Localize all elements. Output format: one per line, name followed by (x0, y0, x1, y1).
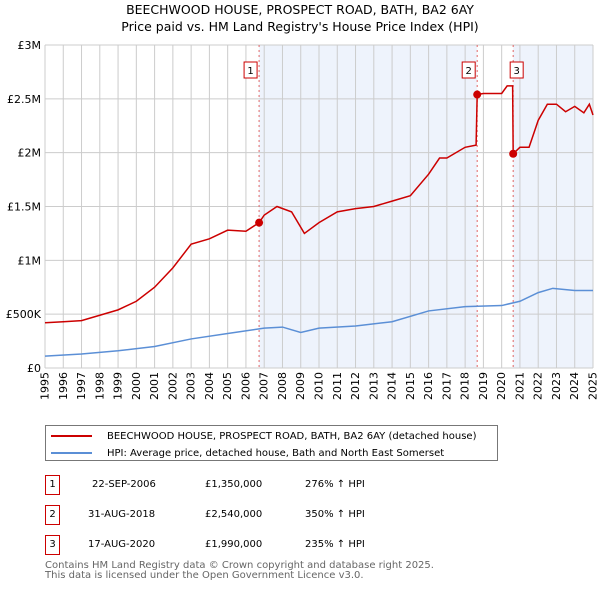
sale-date: 22-SEP-2006 (92, 479, 156, 490)
x-tick-label: 2025 (587, 372, 600, 400)
x-tick-label: 2001 (148, 372, 161, 400)
x-tick-label: 2017 (440, 372, 453, 400)
footer-licence: This data is licensed under the Open Gov… (45, 570, 364, 581)
sale-price: £1,990,000 (205, 539, 263, 550)
sale-marker-badge: 2 (45, 505, 60, 525)
property-price-line (44, 85, 594, 324)
sale-label-box (461, 61, 476, 79)
x-tick-label: 1995 (39, 372, 52, 400)
x-tick-label: 2000 (130, 372, 143, 400)
x-tick-label: 2007 (258, 372, 271, 400)
x-tick-label: 2016 (422, 372, 435, 400)
sale-label: 3 (513, 66, 519, 77)
x-tick-label: 1997 (75, 372, 88, 400)
x-tick-label: 2015 (404, 372, 417, 400)
x-tick-label: 2022 (532, 372, 545, 400)
y-tick-label: £0 (27, 362, 41, 375)
x-tick-label: 2024 (568, 372, 581, 400)
legend-swatch-property (51, 435, 92, 437)
legend-swatch-hpi (51, 452, 92, 454)
x-tick-label: 2008 (276, 372, 289, 400)
footer-copyright: Contains HM Land Registry data © Crown c… (45, 560, 434, 571)
x-tick-label: 2010 (313, 372, 326, 400)
x-tick-label: 2013 (367, 372, 380, 400)
x-tick-label: 1999 (112, 372, 125, 400)
y-tick-label: £2.5M (7, 93, 41, 106)
legend-label-hpi: HPI: Average price, detached house, Bath… (107, 447, 445, 459)
sale-label-box (509, 61, 524, 79)
x-tick-label: 2002 (166, 372, 179, 400)
x-tick-label: 1998 (93, 372, 106, 400)
x-tick-label: 2014 (386, 372, 399, 400)
x-tick-label: 2018 (459, 372, 472, 400)
sale-date: 17-AUG-2020 (88, 539, 156, 550)
x-tick-label: 2009 (294, 372, 307, 400)
y-tick-label: £500K (6, 308, 42, 321)
sale-label: 1 (247, 66, 253, 77)
sale-marker-badge: 1 (45, 475, 60, 495)
hpi-line (44, 287, 593, 357)
table-row: 2 31-AUG-2018 £2,540,000 350% ↑ HPI (45, 505, 545, 525)
y-tick-label: £2M (18, 147, 42, 160)
price-chart: 1995 1996 1997 1998 1999 2000 2001 2002 2003 2004… (6, 39, 600, 400)
sale-point (509, 149, 518, 158)
sale-price: £1,350,000 (205, 479, 263, 490)
x-tick-label: 2006 (239, 372, 252, 400)
sale-date: 31-AUG-2018 (88, 509, 156, 520)
x-tick-label: 2005 (221, 372, 234, 400)
y-tick-label: £1.5M (7, 201, 41, 214)
sale-label: 2 (466, 66, 472, 77)
sale-price: £2,540,000 (205, 509, 263, 520)
legend-label-property: BEECHWOOD HOUSE, PROSPECT ROAD, BATH, BA… (107, 430, 477, 442)
x-tick-label: 2019 (477, 372, 490, 400)
x-tick-label: 2003 (185, 372, 198, 400)
table-row: 1 22-SEP-2006 £1,350,000 276% ↑ HPI (45, 475, 545, 495)
x-tick-label: 2011 (331, 372, 344, 400)
sale-hpi-change: 350% ↑ HPI (305, 509, 365, 520)
table-row: 3 17-AUG-2020 £1,990,000 235% ↑ HPI (45, 535, 545, 555)
sale-label-box (243, 61, 258, 79)
sale-hpi-change: 276% ↑ HPI (305, 479, 365, 490)
sale-marker-badge: 3 (45, 535, 60, 555)
x-tick-label: 2020 (495, 372, 508, 400)
x-tick-label: 2021 (513, 372, 526, 400)
x-tick-label: 1996 (57, 372, 70, 400)
chart-title: BEECHWOOD HOUSE, PROSPECT ROAD, BATH, BA… (126, 2, 474, 17)
y-tick-label: £1M (18, 254, 42, 267)
sale-point (255, 218, 264, 227)
sale-hpi-change: 235% ↑ HPI (305, 539, 365, 550)
sale-point (473, 90, 482, 99)
x-tick-label: 2004 (203, 372, 216, 400)
x-tick-label: 2012 (349, 372, 362, 400)
chart-subtitle: Price paid vs. HM Land Registry's House … (121, 19, 479, 34)
x-tick-label: 2023 (550, 372, 563, 400)
y-tick-label: £3M (18, 39, 42, 52)
legend: BEECHWOOD HOUSE, PROSPECT ROAD, BATH, BA… (45, 425, 498, 461)
